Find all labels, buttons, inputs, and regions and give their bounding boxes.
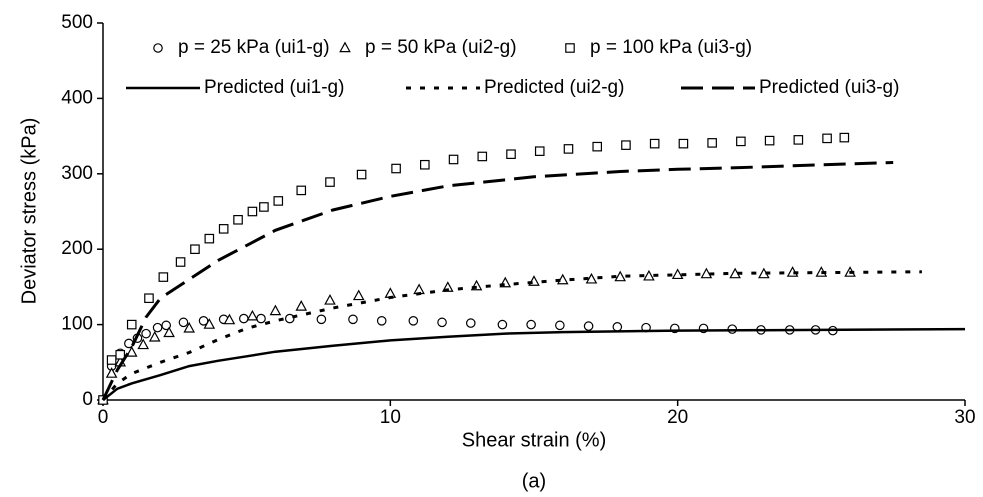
legend-label: p = 50 kPa (ui2-g) xyxy=(365,37,517,58)
y-tick-label: 300 xyxy=(61,163,93,184)
marker xyxy=(158,272,169,282)
marker xyxy=(356,169,367,180)
marker xyxy=(526,319,536,330)
marker xyxy=(204,233,215,244)
marker xyxy=(295,300,308,311)
marker xyxy=(614,270,627,282)
marker xyxy=(163,326,175,338)
legend-marker xyxy=(565,43,575,53)
marker xyxy=(324,294,336,305)
legend-label: Predicted (ui1-g) xyxy=(204,77,344,98)
marker xyxy=(700,267,713,279)
marker xyxy=(296,185,307,196)
marker xyxy=(269,304,282,316)
legend-label: Predicted (ui2-g) xyxy=(484,77,624,98)
x-tick-label: 30 xyxy=(954,407,975,428)
marker xyxy=(325,177,335,187)
marker xyxy=(148,330,161,342)
marker xyxy=(563,144,574,154)
marker xyxy=(448,154,459,165)
legend-marker xyxy=(339,41,351,53)
marker xyxy=(534,146,545,156)
x-tick-label: 0 xyxy=(98,407,109,428)
marker xyxy=(198,316,209,326)
marker xyxy=(736,136,746,147)
marker xyxy=(497,319,508,330)
y-tick-label: 200 xyxy=(61,238,93,259)
marker xyxy=(391,163,401,174)
marker xyxy=(284,313,295,324)
marker xyxy=(465,318,476,328)
marker xyxy=(437,317,447,328)
x-axis-title: Shear strain (%) xyxy=(462,429,607,451)
marker xyxy=(408,316,419,326)
marker xyxy=(247,206,258,217)
marker xyxy=(316,314,327,325)
marker xyxy=(246,309,259,321)
marker xyxy=(764,135,775,146)
marker xyxy=(238,313,249,324)
marker xyxy=(273,196,284,206)
marker xyxy=(115,349,126,360)
marker xyxy=(376,316,387,326)
marker xyxy=(141,328,151,339)
legend-label: Predicted (ui3-g) xyxy=(759,77,899,98)
legend-label: p = 25 kPa (ui1-g) xyxy=(178,37,330,58)
marker xyxy=(144,293,154,304)
marker xyxy=(643,269,655,281)
marker xyxy=(352,289,365,301)
marker xyxy=(839,132,850,143)
y-tick-label: 0 xyxy=(82,389,93,410)
y-axis-title: Deviator stress (kPa) xyxy=(18,118,40,305)
y-tick-label: 400 xyxy=(61,87,93,108)
y-tick-label: 100 xyxy=(61,314,93,335)
marker xyxy=(592,141,603,152)
marker xyxy=(190,244,200,254)
marker xyxy=(175,257,186,267)
marker xyxy=(612,322,623,332)
marker xyxy=(105,367,118,378)
legend-label: p = 100 kPa (ui3-g) xyxy=(590,37,752,58)
marker xyxy=(671,268,684,280)
x-tick-label: 10 xyxy=(380,407,401,428)
marker xyxy=(223,313,236,325)
marker xyxy=(477,151,488,162)
marker xyxy=(203,318,216,329)
marker xyxy=(218,224,229,234)
marker xyxy=(707,138,717,148)
marker xyxy=(126,319,137,330)
marker xyxy=(621,140,631,150)
marker xyxy=(384,287,397,298)
marker xyxy=(822,133,832,144)
marker xyxy=(106,355,117,365)
caption: (a) xyxy=(522,470,546,492)
line xyxy=(101,161,894,401)
x-tick-label: 20 xyxy=(667,407,688,428)
marker xyxy=(256,313,266,324)
marker xyxy=(161,320,172,331)
marker xyxy=(583,321,594,331)
line xyxy=(101,270,922,401)
marker xyxy=(793,135,804,145)
marker xyxy=(585,272,598,284)
marker xyxy=(137,338,150,350)
y-tick-label: 500 xyxy=(61,12,93,33)
marker xyxy=(506,149,516,159)
marker xyxy=(649,138,660,149)
marker xyxy=(420,159,430,170)
marker xyxy=(152,322,163,333)
marker xyxy=(678,138,689,149)
marker xyxy=(125,346,138,357)
line xyxy=(102,327,966,401)
marker xyxy=(259,202,269,212)
marker xyxy=(348,314,358,325)
marker xyxy=(183,321,196,333)
marker xyxy=(555,320,565,331)
marker xyxy=(233,214,243,225)
legend-marker xyxy=(153,43,163,53)
marker xyxy=(178,317,189,328)
